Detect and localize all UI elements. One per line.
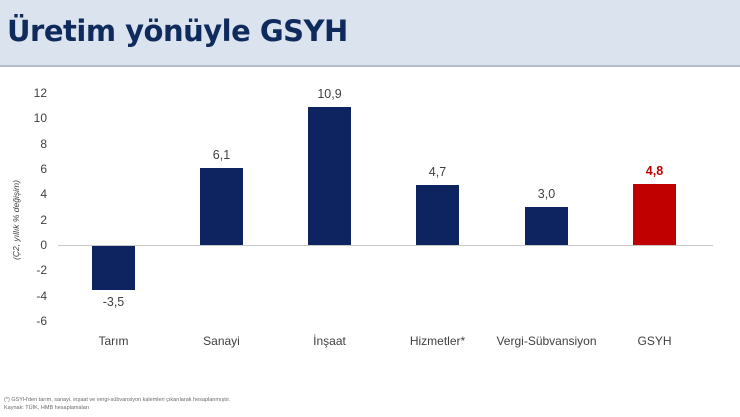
- y-tick-label: 10: [33, 111, 47, 126]
- y-tick-label: -6: [36, 314, 47, 329]
- x-category-label: GSYH: [637, 334, 672, 348]
- y-tick-label: -4: [36, 288, 47, 303]
- bar-vergi-s-bvansiyon: [525, 206, 568, 245]
- y-axis-label: (Ç2, yıllık % değişim): [11, 180, 21, 260]
- bar-sanayi: [200, 167, 243, 245]
- bar-i-n-aat: [308, 106, 351, 245]
- x-category-label: Hizmetler*: [409, 334, 466, 348]
- footnote-note: (*) GSYH'den tarım, sanayi, inşaat ve ve…: [4, 397, 231, 403]
- footnote-source: Kaynak: TÜİK, HMB hesaplamaları: [4, 405, 90, 411]
- x-category-label: Tarım: [98, 334, 129, 348]
- x-category-label: Sanayi: [203, 334, 240, 348]
- page-title: Üretim yönüyle GSYH: [7, 14, 348, 48]
- y-tick-label: 4: [40, 187, 47, 202]
- y-tick-label: 8: [40, 136, 47, 151]
- data-label: 4,8: [645, 164, 664, 179]
- title-bar: Üretim yönüyle GSYH: [0, 0, 740, 67]
- data-label: -3,5: [102, 295, 125, 310]
- zero-axis-line: [58, 245, 713, 246]
- bar-hizmetler-: [416, 185, 459, 245]
- data-label: 10,9: [317, 86, 342, 101]
- data-label: 3,0: [537, 186, 556, 201]
- y-tick-label: 12: [33, 85, 47, 100]
- y-tick-label: 0: [40, 238, 47, 252]
- bar-tar-m: [92, 246, 135, 291]
- y-tick-label: -2: [36, 263, 47, 278]
- data-label: 4,7: [428, 165, 447, 180]
- bar-gsyh: [633, 184, 676, 245]
- x-category-label: Vergi-Sübvansiyon: [496, 334, 597, 348]
- data-label: 6,1: [212, 147, 231, 162]
- x-category-label: İnşaat: [313, 334, 346, 348]
- y-tick-label: 2: [40, 212, 47, 227]
- y-tick-label: 6: [40, 161, 47, 176]
